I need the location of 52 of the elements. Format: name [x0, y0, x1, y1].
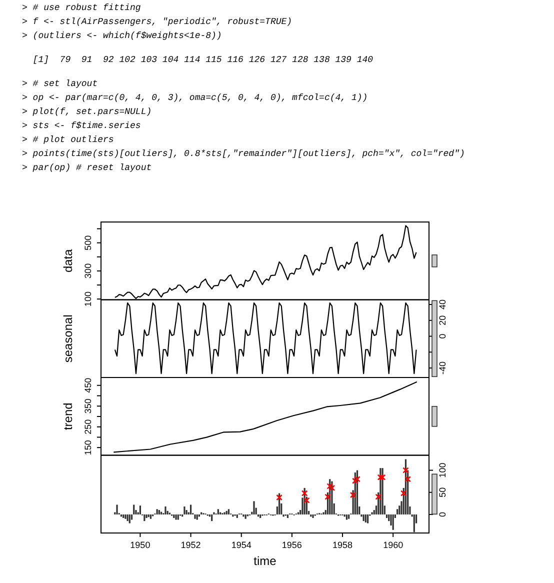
- x-axis-title: time: [254, 554, 277, 568]
- y2-tick-label: -40: [437, 361, 448, 374]
- text: > # use robust fitting: [22, 3, 142, 13]
- text: > sts <- f$time.series: [22, 121, 141, 131]
- y2-tick-label: 40: [437, 300, 448, 310]
- text: > points(time(sts)[outliers], 0.8*sts[,"remainder"][outliers], pch="x", col="red"): [22, 149, 465, 159]
- y2-tick-label: 0: [437, 334, 448, 339]
- text: > (outliers <- which(f$weights<1e-8)): [22, 31, 222, 41]
- text: > # set layout: [22, 79, 98, 89]
- line-series: [113, 381, 418, 453]
- y-axis-title: trend: [61, 402, 75, 430]
- x-tick-label: 1952: [180, 540, 201, 550]
- y2-tick-label: 50: [437, 487, 448, 498]
- text: > # plot outliers: [22, 135, 114, 145]
- y-tick-label: 250: [83, 419, 93, 434]
- point: [352, 478, 358, 484]
- point: [400, 490, 407, 496]
- y-axis-title: seasonal: [61, 314, 75, 363]
- point: [354, 476, 360, 482]
- point: [404, 476, 411, 482]
- point: [276, 494, 282, 501]
- y-tick-label: 100: [83, 292, 93, 307]
- y-tick-label: 150: [83, 440, 93, 456]
- point: [326, 483, 334, 490]
- point: [304, 497, 310, 504]
- text: > f <- stl(AirPassengers, "periodic", robust=TRUE): [22, 17, 292, 27]
- point: [402, 467, 409, 474]
- point: [328, 484, 336, 492]
- x-tick-label: 1954: [231, 540, 252, 550]
- y-tick-label: 500: [83, 235, 93, 250]
- point: [375, 494, 382, 500]
- x-tick-label: 1958: [332, 540, 353, 550]
- y2-tick-label: 100: [437, 462, 448, 478]
- point: [379, 474, 386, 480]
- y-tick-label: 350: [83, 398, 93, 414]
- y-axis-title: data: [61, 248, 75, 273]
- x-tick-label: 1956: [282, 540, 302, 550]
- text: > plot(f, set.pars=NULL): [22, 107, 152, 117]
- line-series: [114, 302, 417, 374]
- text: [1] 79 91 92 102 103 104 114 115 116 126 127 128 138 139 140: [22, 55, 374, 65]
- x-tick-label: 1960: [383, 540, 404, 550]
- y2-tick-label: 0: [437, 512, 448, 517]
- x-tick-label: 1950: [130, 540, 150, 550]
- point: [324, 494, 331, 500]
- point: [301, 490, 308, 496]
- y2-tick-label: 20: [437, 315, 448, 326]
- point: [377, 474, 384, 480]
- text: > par(op) # reset layout: [22, 163, 152, 173]
- text: > op <- par(mar=c(0, 4, 0, 3), oma=c(5, 0, 4, 0), mfcol=c(4, 1)): [22, 93, 368, 103]
- y-tick-label: 450: [83, 378, 93, 393]
- point: [350, 492, 356, 498]
- y-tick-label: 300: [83, 263, 93, 278]
